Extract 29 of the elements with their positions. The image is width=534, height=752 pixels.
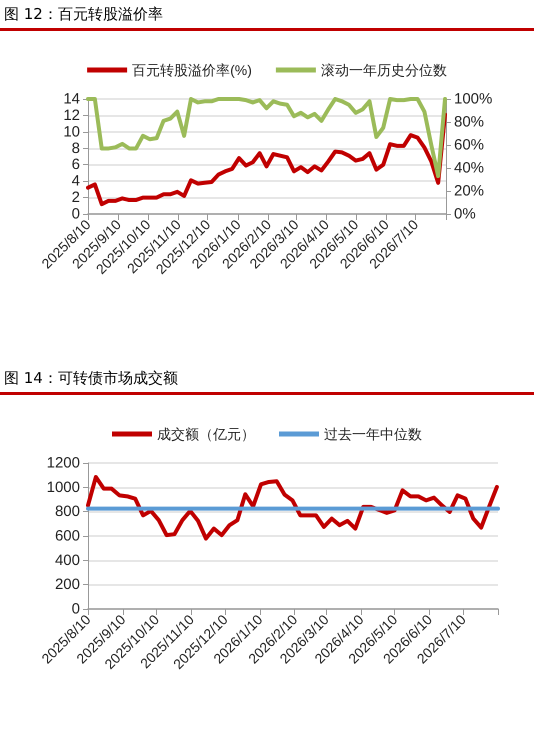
y2-tick-label: 100%: [454, 90, 492, 108]
y-tick-label: 800: [54, 503, 80, 520]
y2-tick-label: 0%: [454, 206, 476, 222]
line-series: [86, 97, 448, 178]
legend-label: 百元转股溢价率(%): [132, 62, 252, 78]
line-series: [86, 474, 499, 541]
y-tick-label: 8: [72, 140, 80, 157]
y-tick-label: 10: [63, 123, 80, 140]
chart-title: 图 14：可转债市场成交额: [0, 364, 534, 395]
y-tick-label: 600: [54, 528, 80, 544]
y-tick-label: 6: [72, 156, 80, 174]
y2-tick-label: 80%: [454, 114, 484, 130]
y-tick-label: 200: [54, 576, 80, 594]
y-tick-label: 0: [72, 206, 80, 222]
y-tick-label: 4: [72, 172, 80, 190]
y2-tick-label: 40%: [454, 160, 484, 176]
y-tick-label: 0: [72, 600, 80, 618]
chart-title: 图 12：百元转股溢价率: [0, 0, 534, 31]
y-tick-label: 1000: [46, 478, 80, 496]
legend-label: 滚动一年历史分位数: [320, 62, 447, 78]
legend-label: 成交额（亿元）: [157, 426, 255, 442]
y-tick-label: 400: [54, 552, 80, 569]
legend-label: 过去一年中位数: [324, 426, 422, 442]
y-tick-label: 14: [63, 90, 80, 108]
y2-tick-label: 20%: [454, 182, 484, 200]
y-tick-label: 2: [72, 189, 80, 206]
y-tick-label: 12: [63, 106, 80, 124]
y2-tick-label: 60%: [454, 136, 484, 154]
y-tick-label: 1200: [46, 454, 80, 472]
